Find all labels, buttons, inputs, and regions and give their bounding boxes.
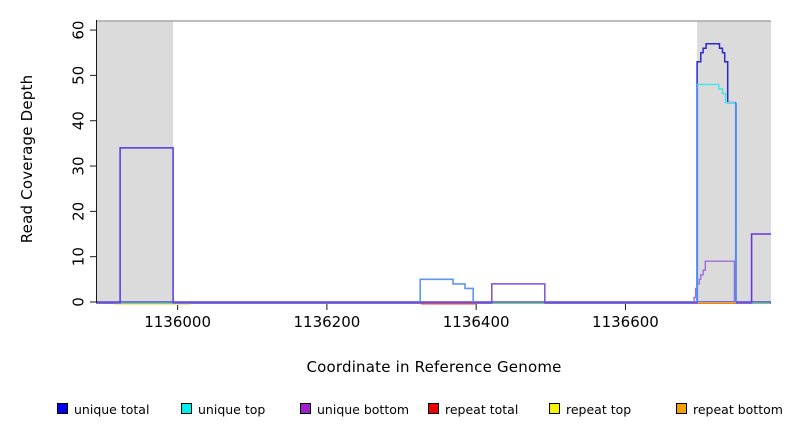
y-tick-label: 20 (70, 202, 88, 221)
shaded-region (697, 21, 771, 302)
x-axis-title: Coordinate in Reference Genome (306, 358, 562, 376)
coverage-path-right-box-15 (750, 233, 771, 302)
x-tick-label: 1136400 (443, 313, 510, 331)
y-tick-label: 40 (70, 111, 88, 130)
y-tick-label: 60 (70, 21, 88, 40)
y-tick-label: 0 (70, 297, 88, 307)
y-tick-label: 30 (70, 156, 88, 175)
y-axis-title: Read Coverage Depth (18, 74, 36, 244)
x-tick-label: 1136600 (592, 313, 659, 331)
shaded-region (97, 21, 174, 302)
y-tick-label: 10 (70, 247, 88, 266)
x-tick-label: 1136000 (144, 313, 211, 331)
coverage-path-peak-total-dome (696, 42, 736, 104)
y-tick-label: 50 (70, 66, 88, 85)
coverage-path-unique-bottom-staircase (693, 260, 736, 302)
coverage-path-left-box-34 (119, 147, 174, 302)
coverage-path-unique-top-line (697, 83, 736, 104)
x-tick-label: 1136200 (293, 313, 360, 331)
coverage-path-mid-box-4 (491, 283, 546, 302)
coverage-path-mid-box-5-steps (419, 278, 474, 302)
